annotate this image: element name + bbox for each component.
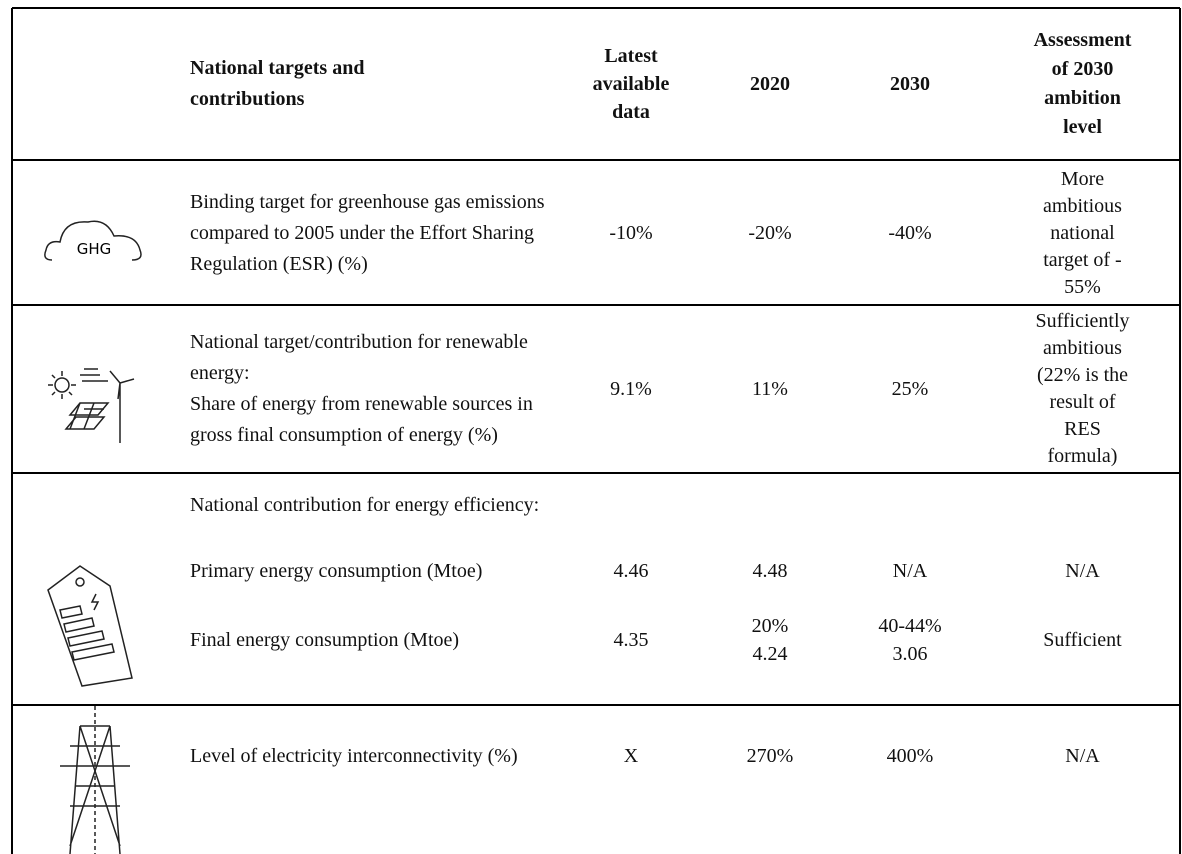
cell: 4.35 xyxy=(613,629,649,651)
rule xyxy=(1179,8,1181,854)
header-2030: 2030 xyxy=(890,73,930,95)
cell: 4.46 xyxy=(613,560,649,582)
rule xyxy=(12,7,1180,9)
rule xyxy=(12,159,1180,161)
row-label: National target/contribution for renewab… xyxy=(190,306,562,472)
row-label: Level of electricity interconnectivity (… xyxy=(190,744,518,767)
header-label: National targets and contributions xyxy=(190,57,365,110)
cell: 40-44% 3.06 xyxy=(878,615,942,665)
cell: Sufficient xyxy=(1043,629,1122,651)
row-label: National contribution for energy efficie… xyxy=(190,494,540,516)
sublabel: Share of energy from renewable sources i… xyxy=(190,393,533,446)
efficiency-icon xyxy=(47,565,133,687)
ghg-icon: GHG xyxy=(44,220,142,261)
renewable-icon xyxy=(48,368,135,443)
rule xyxy=(11,8,13,854)
grid-icon xyxy=(60,706,130,854)
cell: More ambitious national target of - 55% xyxy=(1043,167,1122,298)
cell: -10% xyxy=(609,222,653,244)
rule xyxy=(12,472,1180,474)
label: National target/contribution for renewab… xyxy=(190,331,528,384)
cell: 9.1% xyxy=(610,378,652,400)
cell: 25% xyxy=(891,378,929,400)
header-2020: 2020 xyxy=(750,73,790,95)
subrow-label: Final energy consumption (Mtoe) xyxy=(190,628,460,651)
cell: 11% xyxy=(752,378,788,400)
cell: N/A xyxy=(892,560,928,582)
subrow-label: Primary energy consumption (Mtoe) xyxy=(190,560,483,582)
cell: N/A xyxy=(1065,560,1100,582)
cell: -20% xyxy=(748,222,792,244)
header-assessment: Assessment of 2030 ambition level xyxy=(1033,29,1132,138)
header-latest: Latest available data xyxy=(592,45,670,123)
cell: 4.48 xyxy=(752,560,788,582)
cell: 20% 4.24 xyxy=(751,615,789,665)
rule xyxy=(12,304,1180,306)
rule xyxy=(12,704,1180,706)
cell: 400% xyxy=(886,745,934,767)
cell: -40% xyxy=(888,222,932,244)
cell: 270% xyxy=(746,745,794,767)
cell: N/A xyxy=(1065,745,1100,767)
cell: Sufficiently ambitious (22% is the resul… xyxy=(1035,310,1130,467)
cell: X xyxy=(623,745,639,767)
ghg-label: GHG xyxy=(77,240,112,258)
row-label: Binding target for greenhouse gas emissi… xyxy=(190,190,545,275)
